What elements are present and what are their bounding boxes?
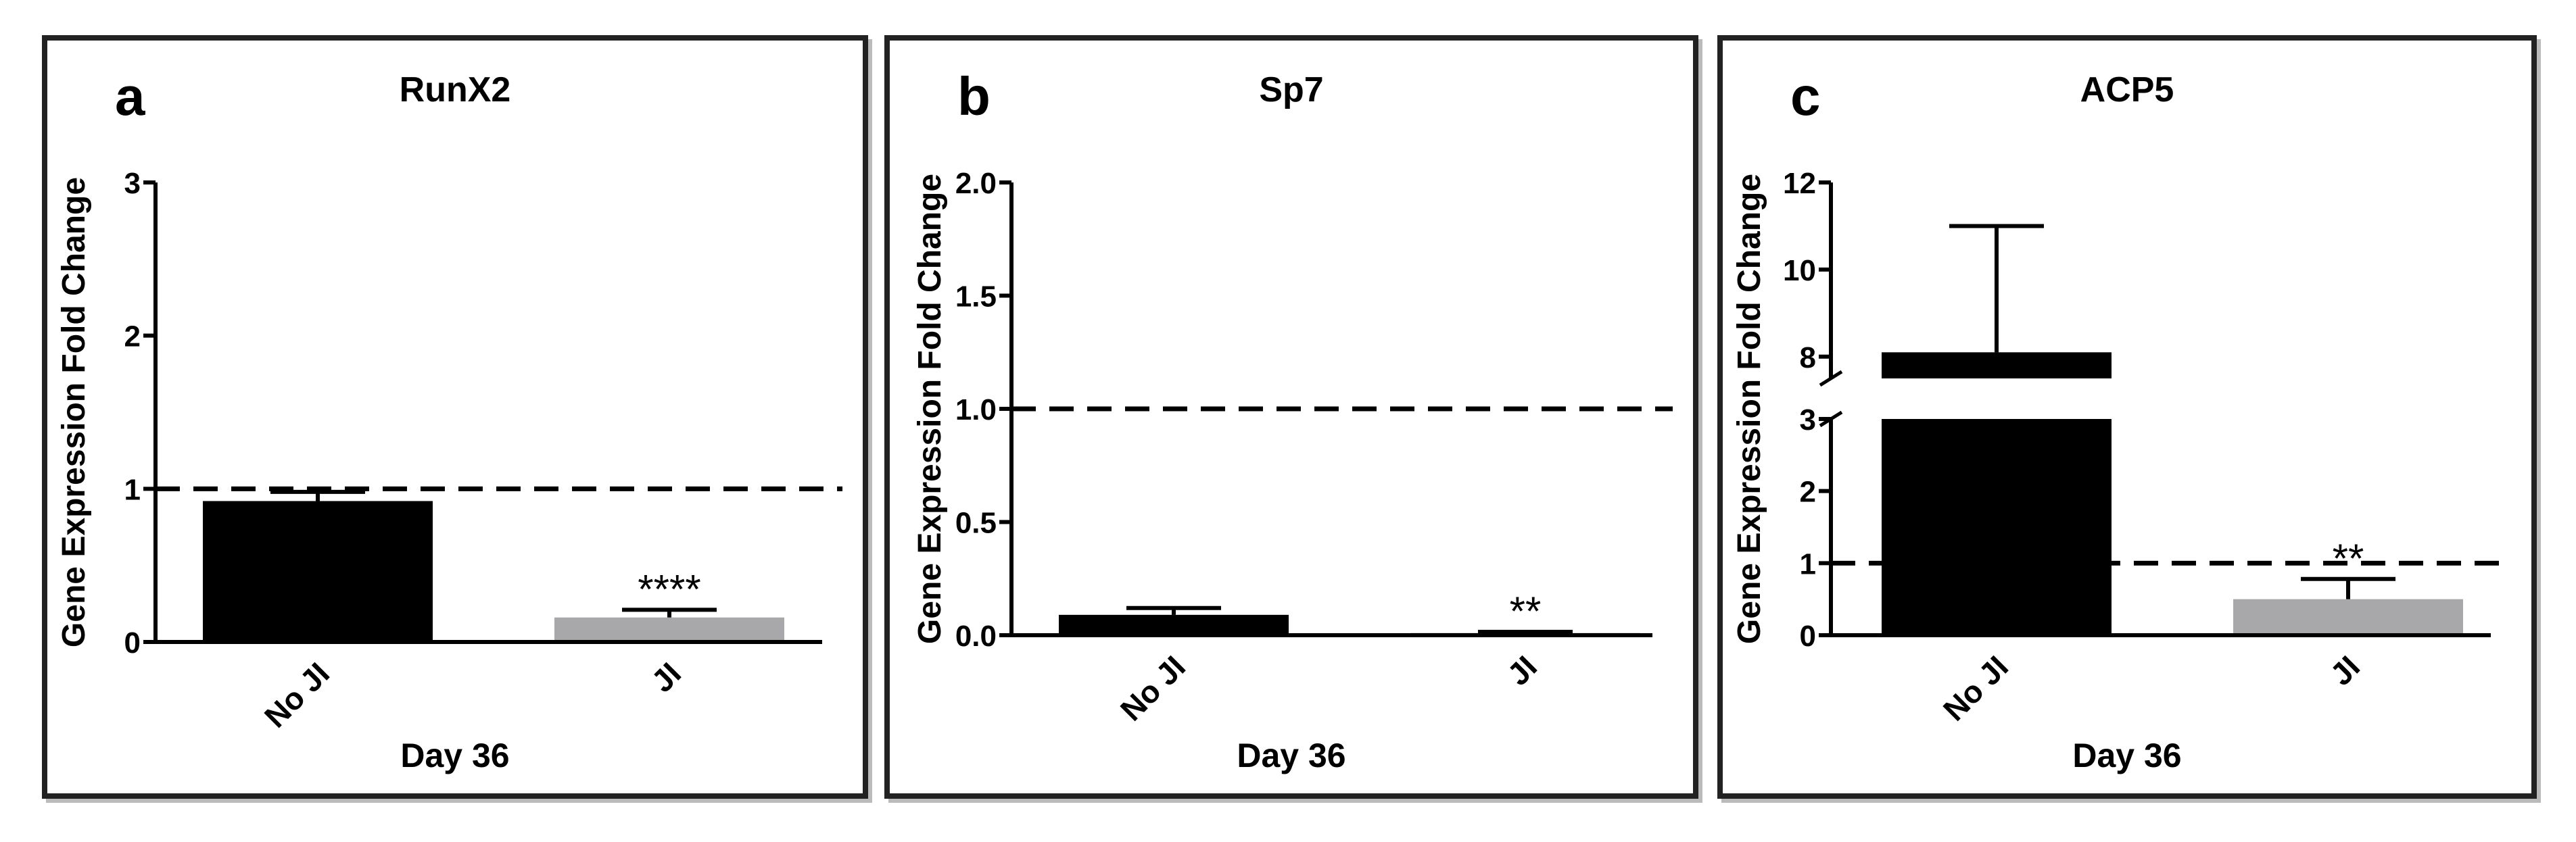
chart-title: RunX2 <box>400 70 511 109</box>
panel-letter: b <box>957 66 991 126</box>
x-tick-label: No JI <box>258 655 336 734</box>
chart-panel-a: a RunX2 Gene Expression Fold Change No JI **… <box>42 35 868 799</box>
y-tick-label: 2 <box>1800 476 1816 509</box>
y-tick-label: 0.0 <box>955 620 997 653</box>
x-axis-label: Day 36 <box>2072 737 2181 774</box>
x-tick-label: No JI <box>1936 649 2015 727</box>
y-tick-label: 1.5 <box>955 280 997 314</box>
chart-svg: b Sp7 Gene Expression Fold Change No JI ** JI… <box>912 66 1673 774</box>
y-tick-label: 8 <box>1800 341 1816 374</box>
bar <box>1059 614 1289 635</box>
chart-title: Sp7 <box>1259 70 1323 109</box>
y-tick-label: 1.0 <box>955 393 997 426</box>
y-tick-label: 12 <box>1783 167 1816 200</box>
chart-svg: c ACP5 Gene Expression Fold Change No JI ** J… <box>1732 66 2511 774</box>
y-tick-label: 2 <box>124 320 141 353</box>
x-tick-label: JI <box>1500 649 1544 692</box>
y-tick-label: 3 <box>1800 403 1816 437</box>
y-axis-label: Gene Expression Fold Change <box>56 177 92 647</box>
y-tick-label: 10 <box>1783 254 1816 287</box>
panel-letter: c <box>1790 66 1821 126</box>
chart-svg: a RunX2 Gene Expression Fold Change No JI **… <box>56 66 842 774</box>
bar <box>2233 599 2463 635</box>
axis-break-mark <box>1819 370 1843 387</box>
bar-lower <box>1882 419 2112 635</box>
bar <box>554 617 784 642</box>
y-tick-label: 0.5 <box>955 507 997 540</box>
y-axis-label: Gene Expression Fold Change <box>1732 174 1767 644</box>
y-tick-label: 3 <box>124 167 141 200</box>
x-axis-label: Day 36 <box>1237 737 1345 774</box>
chart-panel-c: c ACP5 Gene Expression Fold Change No JI ** J… <box>1717 35 2537 799</box>
y-tick-label: 1 <box>1800 547 1816 580</box>
x-tick-label: No JI <box>1114 649 1192 727</box>
y-tick-label: 0 <box>124 626 141 660</box>
y-tick-label: 1 <box>124 473 141 506</box>
x-tick-label: JI <box>2323 649 2366 692</box>
chart-title: ACP5 <box>2080 70 2174 109</box>
panel-letter: a <box>115 66 145 126</box>
x-tick-label: JI <box>644 655 688 699</box>
significance-label: **** <box>638 566 700 612</box>
y-axis-label: Gene Expression Fold Change <box>912 174 948 644</box>
chart-panel-b: b Sp7 Gene Expression Fold Change No JI ** JI… <box>884 35 1698 799</box>
y-tick-label: 2.0 <box>955 167 997 200</box>
significance-label: ** <box>2333 536 2364 581</box>
y-tick-label: 0 <box>1800 620 1816 653</box>
bar <box>203 501 433 642</box>
significance-label: ** <box>1510 589 1542 634</box>
bar-upper <box>1882 352 2112 378</box>
x-axis-label: Day 36 <box>400 737 509 774</box>
